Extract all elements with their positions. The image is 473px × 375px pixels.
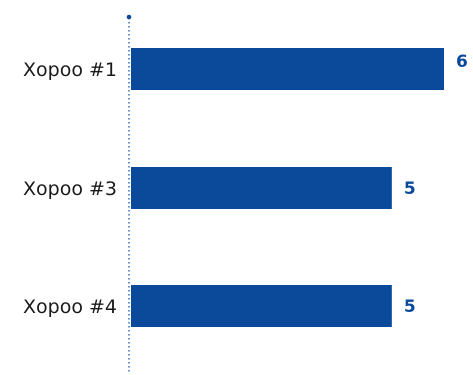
category-label-3: Хороо #4 <box>23 296 117 318</box>
bar-1 <box>131 48 444 90</box>
bar-3 <box>131 285 392 327</box>
value-label-1: 6 <box>456 52 468 72</box>
value-label-2: 5 <box>404 179 416 199</box>
bar-2 <box>131 167 392 209</box>
bars-group: Хороо #1 6 Хороо #3 5 Хороо #4 5 <box>23 48 468 327</box>
category-label-2: Хороо #3 <box>23 178 117 200</box>
y-axis-top-marker <box>126 14 132 20</box>
value-label-3: 5 <box>404 297 416 317</box>
category-label-1: Хороо #1 <box>23 59 117 81</box>
